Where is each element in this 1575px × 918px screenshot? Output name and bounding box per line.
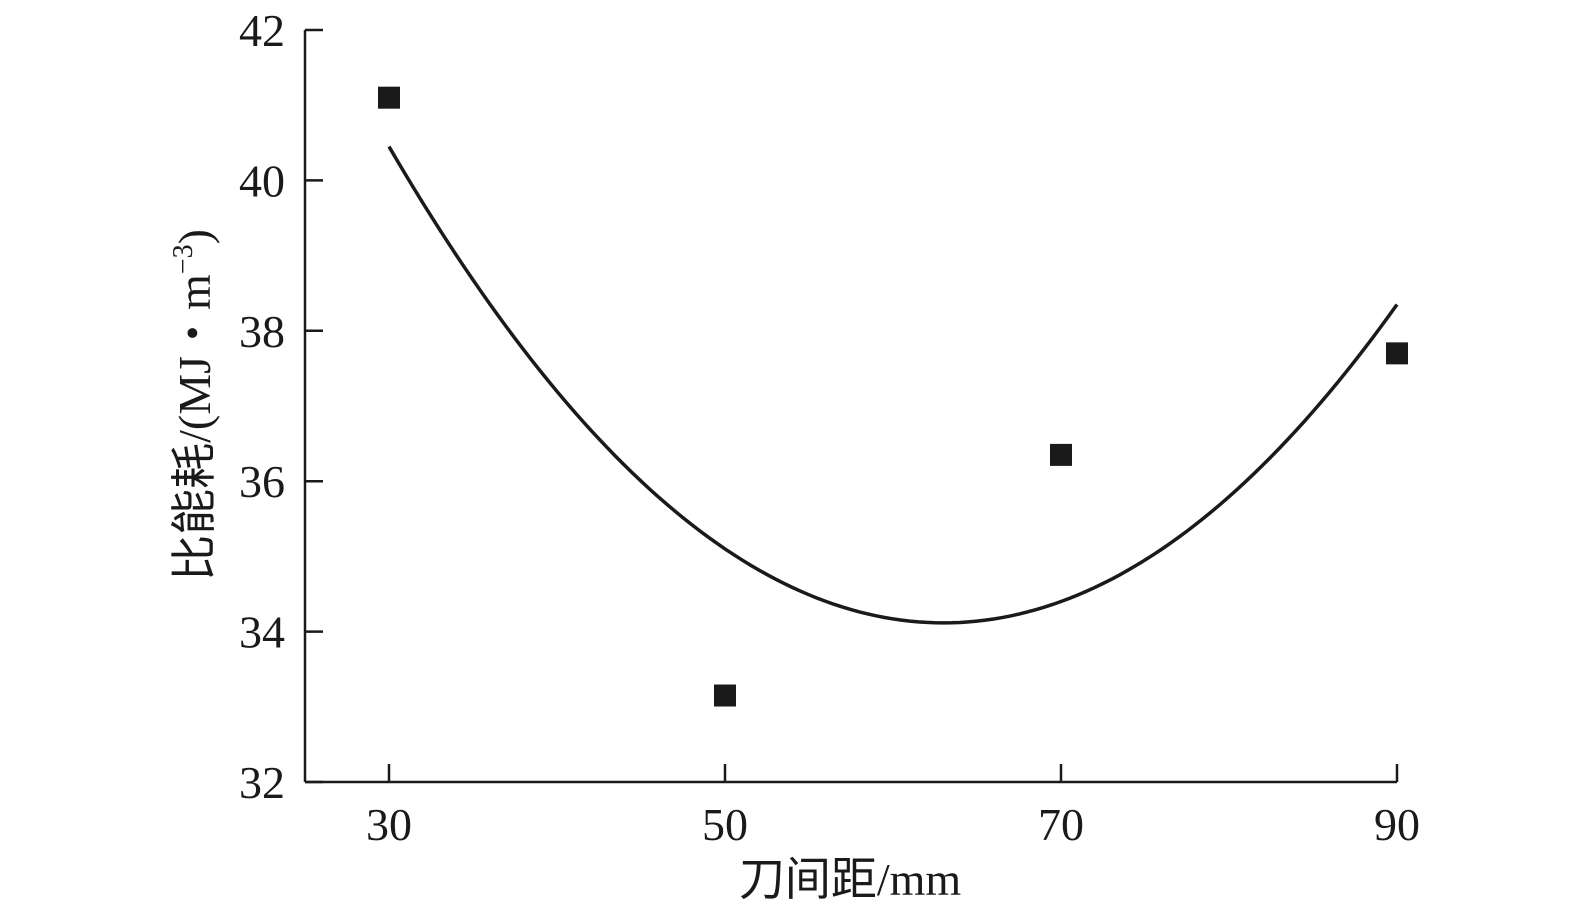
x-tick-label: 90 — [1374, 799, 1420, 850]
y-axis-title: 比能耗/(MJ・m−3) — [168, 229, 220, 581]
y-tick-label: 40 — [239, 155, 285, 206]
y-tick-label: 42 — [239, 5, 285, 56]
x-ticks: 30 50 70 90 — [366, 764, 1420, 850]
y-tick-label: 38 — [239, 306, 285, 357]
y-axis-title-sup: −3 — [168, 244, 199, 274]
y-axis-title-main: 比能耗/(MJ・m — [169, 274, 220, 581]
data-point-marker — [1050, 443, 1072, 466]
y-tick-label: 34 — [239, 607, 285, 658]
x-tick-label: 70 — [1038, 799, 1084, 850]
x-axis-title: 刀间距/mm — [739, 854, 962, 905]
data-point-marker — [378, 86, 400, 109]
y-axis-title-close: ) — [169, 229, 220, 244]
y-ticks: 32 34 36 38 40 42 — [239, 5, 323, 808]
x-tick-label: 50 — [702, 799, 748, 850]
data-point-marker — [1386, 342, 1408, 365]
fit-curve — [387, 145, 1399, 625]
y-tick-label: 32 — [239, 757, 285, 808]
data-points — [378, 86, 1408, 707]
x-tick-label: 30 — [366, 799, 412, 850]
y-tick-label: 36 — [239, 456, 285, 507]
data-point-marker — [714, 684, 736, 707]
axes — [303, 30, 1397, 784]
